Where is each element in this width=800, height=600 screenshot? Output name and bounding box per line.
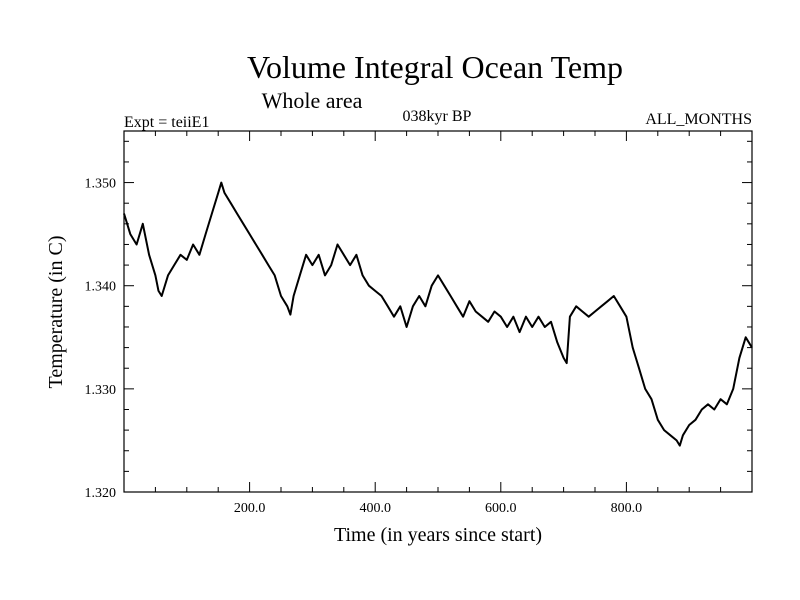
experiment-label: Expt = teiiE1 xyxy=(124,114,209,131)
months-label: ALL_MONTHS xyxy=(645,111,752,128)
series-line xyxy=(123,181,753,447)
y-tick-label: 1.350 xyxy=(85,177,117,192)
y-tick-label: 1.330 xyxy=(85,383,117,398)
x-tick-label: 800.0 xyxy=(611,501,643,516)
period-label: 038kyr BP xyxy=(403,108,472,125)
y-axis-label: Temperature (in C) xyxy=(45,236,67,389)
y-tick-label: 1.340 xyxy=(85,280,117,295)
x-tick-label: 200.0 xyxy=(234,501,266,516)
axis-tick-labels: 200.0 400.0 600.0 800.0 1.320 1.330 1.340 1.350 xyxy=(85,177,643,516)
chart-subtitle: Whole area xyxy=(262,88,363,113)
x-tick-label: 600.0 xyxy=(485,501,517,516)
axis-ticks xyxy=(124,131,752,493)
plot-frame xyxy=(123,130,753,493)
y-tick-label: 1.320 xyxy=(85,486,117,501)
x-axis-label: Time (in years since start) xyxy=(334,524,542,546)
x-tick-label: 400.0 xyxy=(359,501,391,516)
chart-title: Volume Integral Ocean Temp xyxy=(247,49,623,85)
